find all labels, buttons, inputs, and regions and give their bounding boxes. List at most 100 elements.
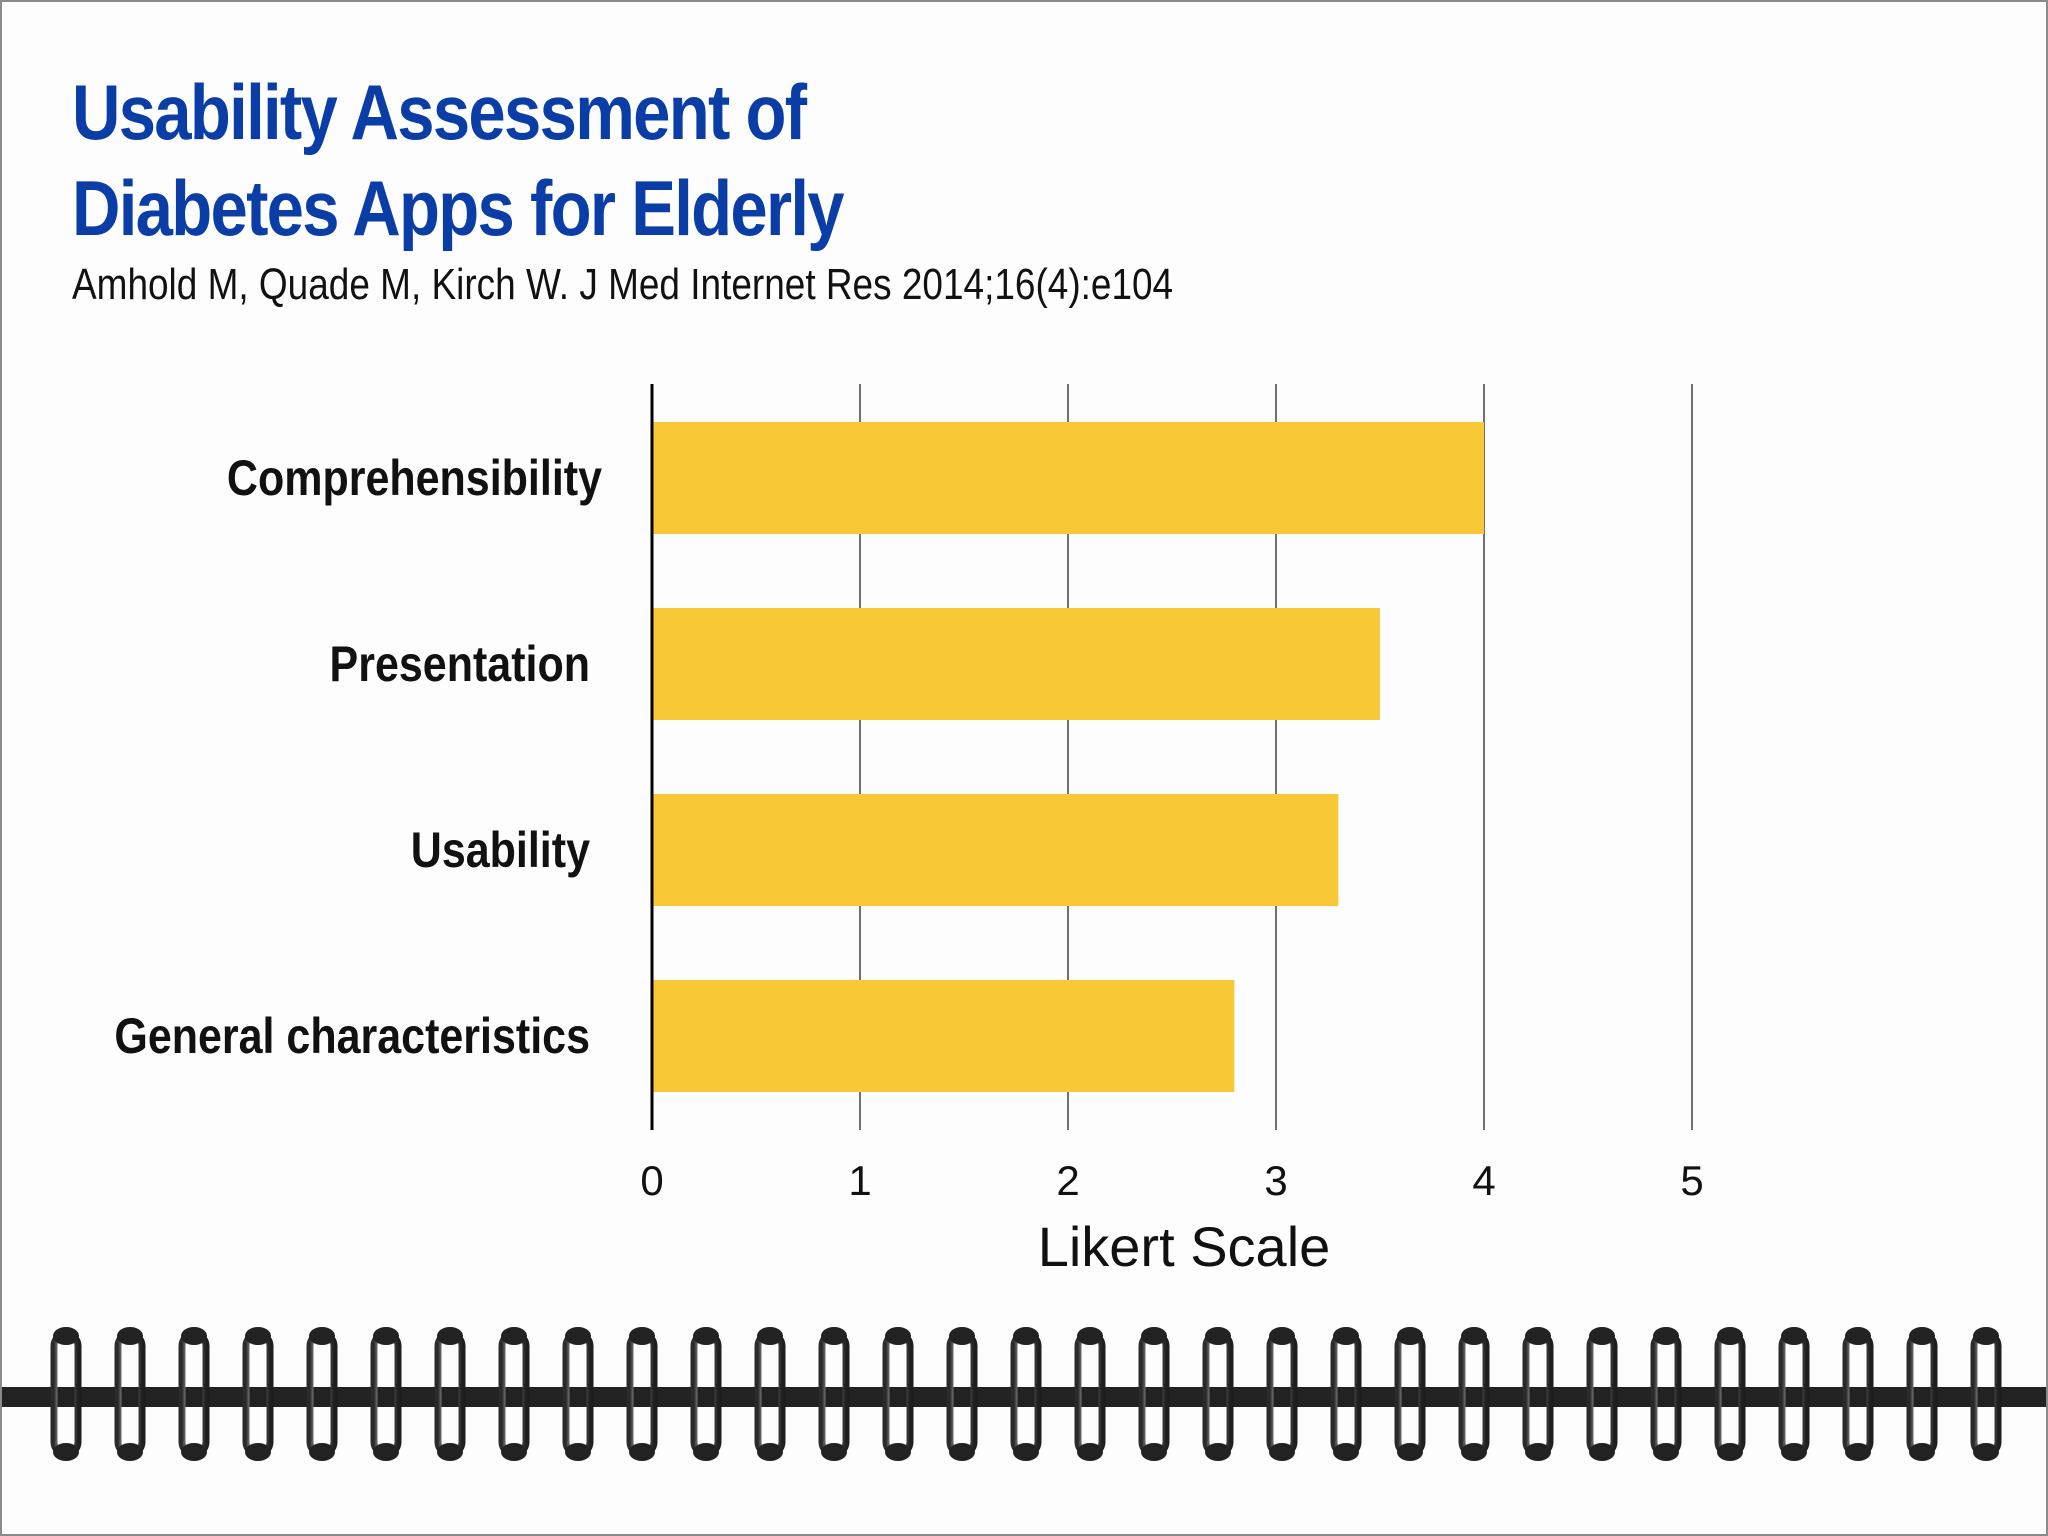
binding-ring (1714, 1327, 1746, 1461)
binding-ring (370, 1327, 402, 1461)
binding-ring (1970, 1327, 2002, 1461)
binding-ring-bottom (1269, 1443, 1295, 1461)
category-label-general-characteristics: General characteristics (114, 1008, 590, 1064)
binding-ring (1586, 1327, 1618, 1461)
bars (652, 422, 1484, 1092)
binding-ring-bottom (757, 1443, 783, 1461)
binding-ring-bottom (373, 1443, 399, 1461)
binding-ring-bottom (885, 1443, 911, 1461)
binding-ring (1906, 1327, 1938, 1461)
binding-ring-bottom (1781, 1443, 1807, 1461)
category-label-usability: Usability (411, 822, 590, 878)
binding-ring (626, 1327, 658, 1461)
binding-ring (1458, 1327, 1490, 1461)
binding-ring-top (565, 1327, 591, 1345)
binding-ring-bottom (821, 1443, 847, 1461)
binding-ring (1394, 1327, 1426, 1461)
binding-ring-bottom (437, 1443, 463, 1461)
binding-ring-bottom (1973, 1443, 1999, 1461)
binding-ring-top (1269, 1327, 1295, 1345)
binding-ring-top (437, 1327, 463, 1345)
bar-usability (652, 794, 1339, 906)
binding-ring-bottom (181, 1443, 207, 1461)
binding-ring-top (1909, 1327, 1935, 1345)
binding-ring (882, 1327, 914, 1461)
binding-ring-top (53, 1327, 79, 1345)
binding-ring-top (1717, 1327, 1743, 1345)
binding-ring-top (117, 1327, 143, 1345)
chart-title: Usability Assessment of Diabetes Apps fo… (72, 64, 845, 256)
binding-ring-bottom (1909, 1443, 1935, 1461)
category-label-comprehensibility: Comprehensibility (227, 450, 602, 506)
binding-ring (1010, 1327, 1042, 1461)
binding-ring-top (1461, 1327, 1487, 1345)
binding-ring-bottom (1845, 1443, 1871, 1461)
binding-ring-bottom (1333, 1443, 1359, 1461)
binding-ring (818, 1327, 850, 1461)
binding-ring-bottom (1589, 1443, 1615, 1461)
x-tick-label-0: 0 (640, 1157, 663, 1204)
binding-ring-bottom (1397, 1443, 1423, 1461)
binding-ring (690, 1327, 722, 1461)
binding-ring (114, 1327, 146, 1461)
binding-ring (1650, 1327, 1682, 1461)
binding-ring-top (1077, 1327, 1103, 1345)
binding-ring-top (693, 1327, 719, 1345)
binding-ring (1778, 1327, 1810, 1461)
binding-ring-top (1781, 1327, 1807, 1345)
citation: Amhold M, Quade M, Kirch W. J Med Intern… (72, 260, 1174, 309)
binding-ring-top (757, 1327, 783, 1345)
binding-ring-top (949, 1327, 975, 1345)
binding-ring-top (245, 1327, 271, 1345)
x-tick-labels: 0 1 2 3 4 5 (640, 1157, 1703, 1204)
bar-comprehensibility (652, 422, 1484, 534)
binding-ring-top (181, 1327, 207, 1345)
binding-ring-bottom (117, 1443, 143, 1461)
category-label-presentation: Presentation (330, 636, 590, 692)
title-line-1: Usability Assessment of (72, 68, 807, 156)
binding-ring-top (821, 1327, 847, 1345)
binding-ring (1074, 1327, 1106, 1461)
binding-ring (754, 1327, 786, 1461)
binding-ring-top (629, 1327, 655, 1345)
binding-ring-bottom (1013, 1443, 1039, 1461)
binding-ring (946, 1327, 978, 1461)
binding-bar (2, 1387, 2046, 1407)
binding-ring (1842, 1327, 1874, 1461)
binding-ring-bottom (565, 1443, 591, 1461)
binding-ring-bottom (1205, 1443, 1231, 1461)
binding-ring-top (1845, 1327, 1871, 1345)
binding-ring (1330, 1327, 1362, 1461)
spiral-binding (2, 1327, 2046, 1461)
binding-ring (242, 1327, 274, 1461)
binding-ring (306, 1327, 338, 1461)
binding-ring-bottom (629, 1443, 655, 1461)
binding-rings (50, 1327, 2002, 1461)
binding-ring (434, 1327, 466, 1461)
binding-ring-top (885, 1327, 911, 1345)
binding-ring-bottom (53, 1443, 79, 1461)
binding-ring-bottom (1525, 1443, 1551, 1461)
binding-ring-bottom (1461, 1443, 1487, 1461)
binding-ring-bottom (1141, 1443, 1167, 1461)
binding-ring-top (1653, 1327, 1679, 1345)
x-axis-title: Likert Scale (1038, 1215, 1331, 1278)
binding-ring-top (1525, 1327, 1551, 1345)
x-tick-label-5: 5 (1680, 1157, 1703, 1204)
binding-ring-bottom (693, 1443, 719, 1461)
binding-ring-top (373, 1327, 399, 1345)
binding-ring-top (501, 1327, 527, 1345)
x-tick-label-4: 4 (1472, 1157, 1495, 1204)
title-line-2: Diabetes Apps for Elderly (72, 164, 845, 252)
binding-ring-bottom (309, 1443, 335, 1461)
binding-ring-top (1397, 1327, 1423, 1345)
binding-ring-top (1973, 1327, 1999, 1345)
binding-ring (50, 1327, 82, 1461)
binding-ring (562, 1327, 594, 1461)
binding-ring (1138, 1327, 1170, 1461)
category-labels: Comprehensibility Presentation Usability Ge… (114, 450, 602, 1064)
binding-ring-bottom (1077, 1443, 1103, 1461)
binding-ring (1202, 1327, 1234, 1461)
binding-ring-top (1205, 1327, 1231, 1345)
